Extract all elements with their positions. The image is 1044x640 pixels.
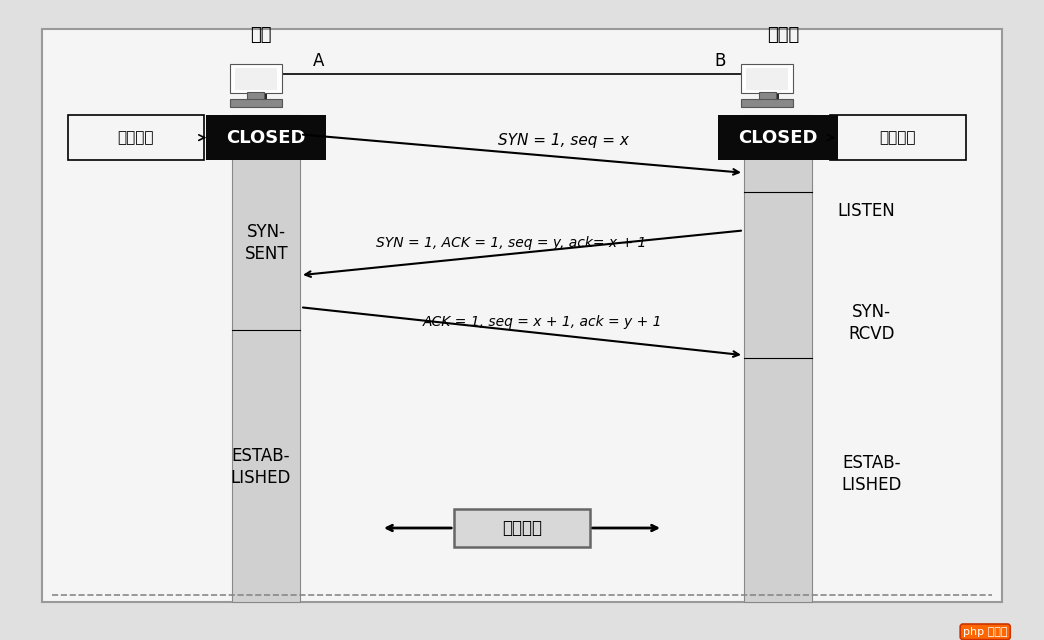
Bar — [247, 92, 264, 100]
Text: SYN-
RCVD: SYN- RCVD — [849, 303, 895, 343]
Text: php 中文网: php 中文网 — [963, 627, 1007, 637]
Text: SYN-
SENT: SYN- SENT — [244, 223, 288, 263]
Bar — [232, 115, 301, 602]
Text: 主动打开: 主动打开 — [118, 130, 153, 145]
Bar — [746, 68, 788, 90]
Text: 数据传送: 数据传送 — [502, 519, 542, 537]
Text: SYN = 1, ACK = 1, seq = y, ack= x + 1: SYN = 1, ACK = 1, seq = y, ack= x + 1 — [377, 236, 646, 250]
Bar — [235, 68, 277, 90]
Bar — [743, 115, 812, 602]
Bar — [42, 29, 1002, 602]
Text: A: A — [313, 52, 324, 70]
Text: ACK = 1, seq = x + 1, ack = y + 1: ACK = 1, seq = x + 1, ack = y + 1 — [423, 315, 663, 328]
Text: 被动打开: 被动打开 — [880, 130, 916, 145]
Text: 客户: 客户 — [251, 26, 271, 44]
Bar — [718, 115, 837, 160]
Bar — [230, 99, 282, 107]
Bar — [206, 115, 326, 160]
Bar — [68, 115, 204, 160]
Text: 服务器: 服务器 — [767, 26, 799, 44]
Text: B: B — [715, 52, 726, 70]
Bar — [454, 509, 590, 547]
Bar — [230, 64, 282, 93]
Bar — [759, 92, 776, 100]
Text: CLOSED: CLOSED — [227, 129, 306, 147]
Bar — [741, 64, 793, 93]
Bar — [741, 99, 793, 107]
Text: LISTEN: LISTEN — [837, 202, 896, 220]
Bar — [830, 115, 966, 160]
Text: SYN = 1, seq = x: SYN = 1, seq = x — [498, 133, 630, 148]
Text: ESTAB-
LISHED: ESTAB- LISHED — [841, 454, 902, 493]
Text: ESTAB-
LISHED: ESTAB- LISHED — [231, 447, 291, 487]
Text: CLOSED: CLOSED — [738, 129, 817, 147]
